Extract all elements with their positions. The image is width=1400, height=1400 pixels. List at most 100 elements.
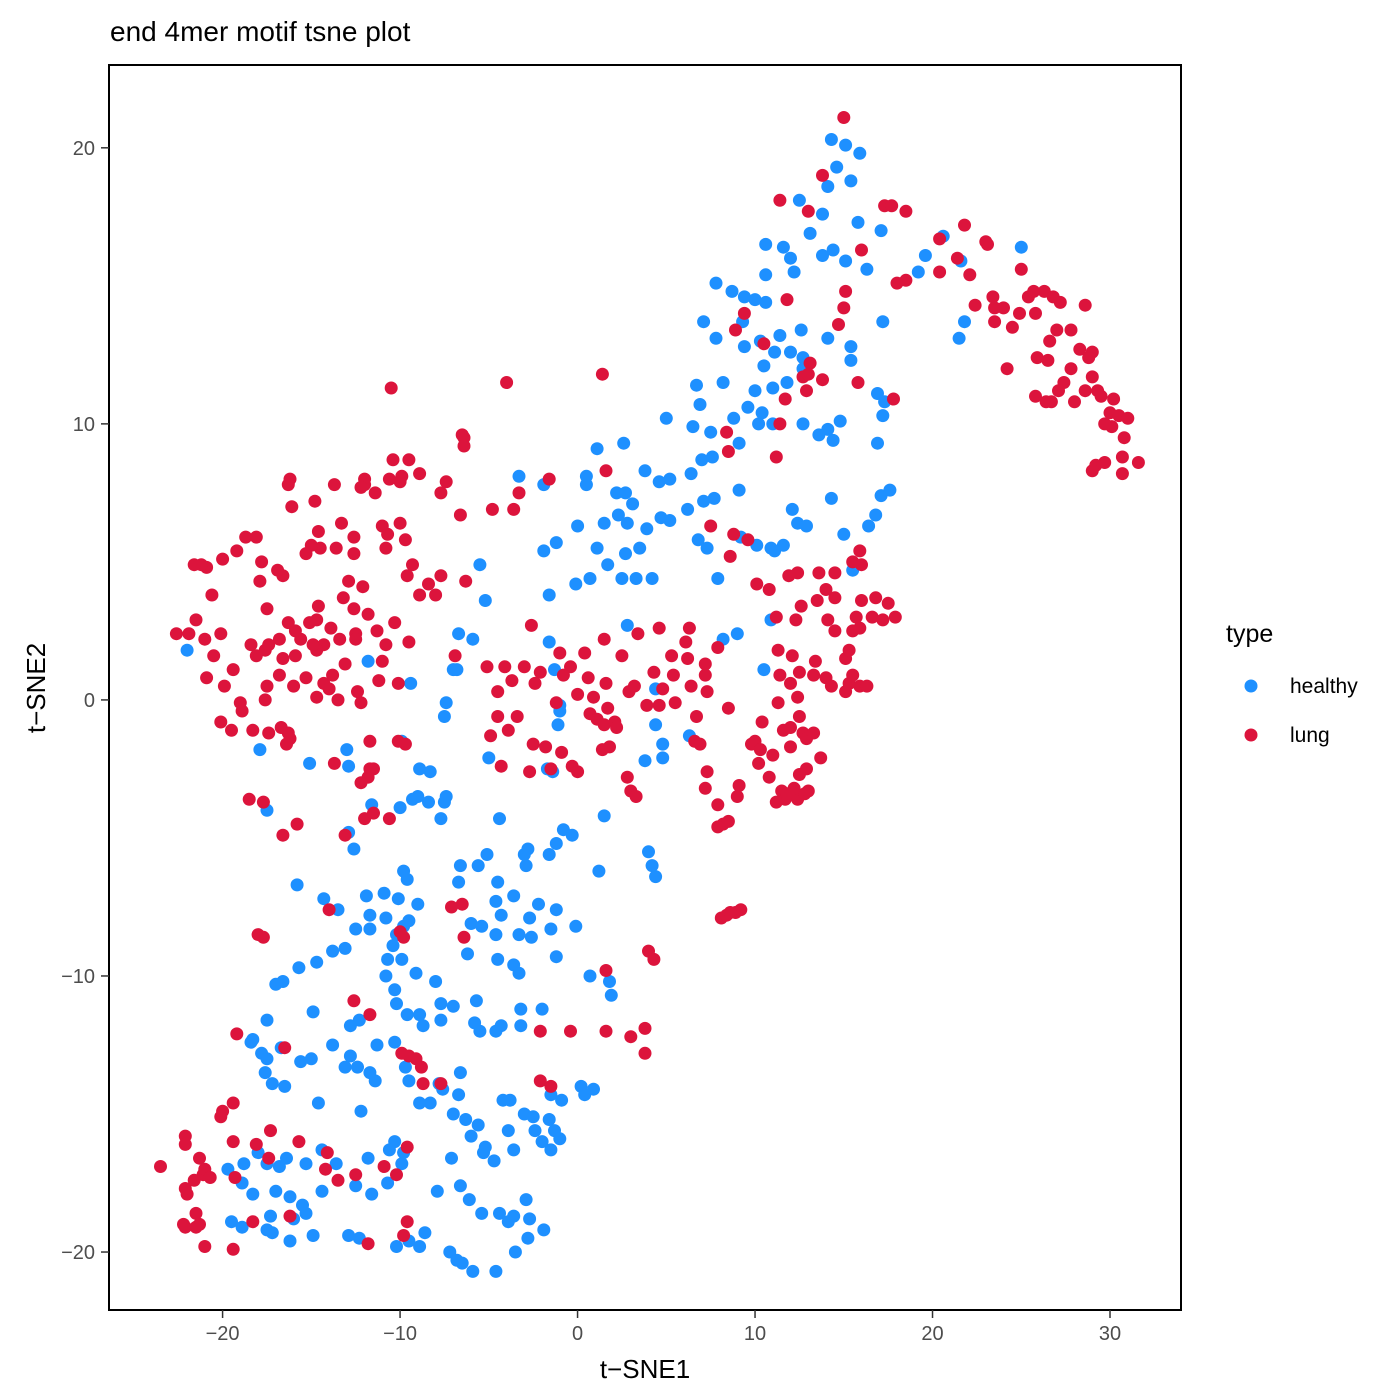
- data-point-healthy: [784, 345, 797, 359]
- data-point-healthy: [269, 1184, 283, 1198]
- data-point-lung: [800, 384, 813, 398]
- data-point-lung: [189, 1220, 203, 1234]
- data-point-healthy: [617, 436, 631, 450]
- data-point-lung: [1078, 384, 1092, 398]
- data-point-lung: [1085, 370, 1099, 384]
- data-point-lung: [599, 464, 613, 478]
- data-point-lung: [388, 616, 402, 630]
- data-point-healthy: [871, 436, 884, 450]
- data-point-lung: [372, 674, 386, 688]
- data-point-healthy: [393, 801, 407, 815]
- data-point-lung: [587, 690, 600, 704]
- data-point-healthy: [377, 886, 391, 900]
- data-point-healthy: [523, 1212, 537, 1226]
- data-point-healthy: [418, 1226, 432, 1240]
- data-point-lung: [299, 671, 313, 685]
- data-point-lung: [453, 508, 467, 522]
- data-point-healthy: [768, 345, 782, 359]
- data-point-healthy: [303, 756, 317, 770]
- data-point-healthy: [523, 911, 537, 925]
- data-point-lung: [398, 737, 412, 751]
- data-point-lung: [721, 814, 735, 828]
- data-point-healthy: [363, 922, 377, 936]
- data-point-healthy: [352, 1013, 366, 1027]
- data-point-healthy: [526, 1110, 540, 1124]
- data-point-lung: [599, 964, 613, 977]
- data-point-healthy: [225, 1215, 238, 1229]
- data-point-lung: [382, 812, 396, 826]
- data-point-healthy: [656, 737, 670, 751]
- data-point-lung: [455, 897, 469, 911]
- data-point-healthy: [501, 1124, 515, 1138]
- data-point-lung: [849, 610, 863, 624]
- data-point-healthy: [416, 1019, 430, 1033]
- data-point-lung: [393, 475, 407, 489]
- data-point-lung: [1000, 362, 1014, 376]
- data-points: [154, 111, 1145, 1278]
- data-point-lung: [766, 748, 780, 762]
- data-point-lung: [860, 679, 874, 693]
- data-point-healthy: [466, 1264, 480, 1278]
- data-point-lung: [311, 525, 325, 538]
- data-point-lung: [448, 649, 462, 663]
- data-point-lung: [524, 618, 538, 632]
- x-tick-label: −10: [383, 1323, 417, 1345]
- data-point-healthy: [338, 941, 352, 955]
- data-point-healthy: [652, 475, 666, 489]
- data-point-healthy: [354, 1104, 368, 1118]
- data-point-lung: [631, 627, 645, 641]
- data-point-healthy: [649, 718, 663, 732]
- data-point-lung: [413, 588, 427, 602]
- data-point-lung: [700, 765, 714, 779]
- data-point-lung: [578, 646, 592, 660]
- data-point-healthy: [524, 930, 538, 944]
- data-point-healthy: [773, 329, 787, 342]
- data-point-healthy: [423, 1096, 437, 1110]
- data-point-lung: [189, 1206, 203, 1220]
- data-point-lung: [968, 298, 982, 312]
- data-point-healthy: [402, 1074, 416, 1088]
- data-point-healthy: [569, 577, 583, 591]
- data-point-lung: [311, 599, 325, 613]
- data-point-lung: [203, 1171, 217, 1184]
- data-point-healthy: [611, 508, 625, 522]
- data-point-lung: [627, 679, 641, 693]
- data-point-healthy: [235, 1220, 249, 1234]
- data-point-lung: [595, 367, 609, 381]
- data-point-lung: [737, 306, 751, 320]
- data-point-lung: [599, 1024, 613, 1038]
- data-point-healthy: [645, 859, 659, 873]
- data-point-lung: [885, 199, 899, 213]
- data-point-healthy: [649, 870, 663, 884]
- data-point-healthy: [475, 919, 489, 933]
- data-point-lung: [963, 268, 977, 282]
- data-point-healthy: [597, 809, 611, 823]
- data-point-lung: [459, 574, 473, 588]
- data-point-healthy: [388, 983, 402, 997]
- data-point-lung: [205, 588, 219, 602]
- data-point-lung: [375, 654, 389, 668]
- data-point-lung: [997, 301, 1010, 315]
- data-point-healthy: [452, 627, 466, 641]
- data-point-lung: [498, 660, 512, 674]
- data-point-lung: [853, 621, 867, 635]
- data-point-healthy: [430, 1184, 444, 1198]
- data-point-healthy: [569, 919, 583, 933]
- data-point-healthy: [347, 842, 361, 856]
- data-point-lung: [723, 549, 737, 563]
- data-point-healthy: [695, 453, 709, 467]
- data-point-healthy: [338, 1060, 352, 1074]
- data-point-lung: [732, 779, 746, 792]
- data-point-lung: [406, 558, 419, 572]
- data-point-lung: [1115, 450, 1129, 464]
- data-point-lung: [351, 685, 364, 699]
- data-point-healthy: [796, 417, 810, 431]
- data-point-healthy: [299, 1157, 313, 1171]
- data-point-lung: [260, 602, 274, 616]
- data-point-lung: [773, 668, 787, 682]
- data-point-lung: [485, 502, 499, 516]
- data-point-healthy: [246, 1187, 260, 1201]
- data-point-lung: [679, 635, 693, 649]
- data-point-healthy: [489, 1264, 503, 1278]
